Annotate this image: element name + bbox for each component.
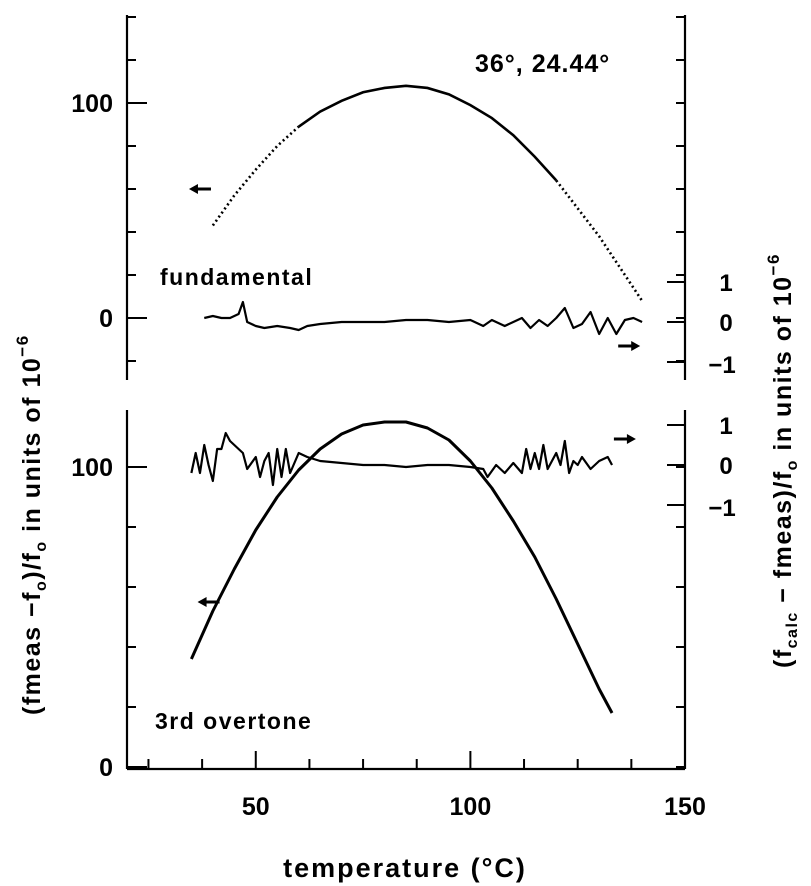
panel-label: fundamental [160,264,313,290]
right-axis-label: (fcalc − fmeas)/fo in units of 10−6 [764,253,801,668]
arrow-right-head [631,341,641,351]
left-tick-label: 0 [99,305,113,333]
x-tick-label: 50 [242,793,270,821]
panel-top: 0 100 1 0 −1 fundamental 36°, 24.44° [71,15,736,380]
right-tick-label: 0 [719,310,732,337]
right-tick-label: 0 [719,453,732,480]
angle-annotation: 36°, 24.44° [475,50,610,78]
series-curve [190,420,614,714]
arrow-right-head [626,434,636,444]
right-tick-label: −1 [708,495,735,522]
left-tick-label: 0 [99,754,113,782]
left-tick-label: 100 [71,454,113,482]
residual-curve [190,431,614,487]
left-axis-label: (fmeas −fo)/fo in units of 10−6 [13,334,50,715]
right-tick-label: −1 [708,352,735,379]
right-tick-label: 1 [719,270,732,297]
x-axis: 50 100 150 temperature (°C) [127,751,706,883]
residual-curve [204,300,643,336]
arrow-left-head [188,184,198,194]
panel-bottom: 0 100 1 0 −1 3rd overtone [71,410,736,782]
panel-label: 3rd overtone [155,708,312,734]
right-tick-label: 1 [719,413,732,440]
x-tick-label: 100 [450,793,492,821]
x-tick-label: 150 [664,793,706,821]
x-axis-label: temperature (°C) [283,853,527,883]
series-curve [297,84,558,182]
left-tick-label: 100 [71,90,113,118]
arrow-left-head [197,597,207,607]
series-curve-dotted [211,125,300,227]
series-curve-dotted [555,179,644,302]
